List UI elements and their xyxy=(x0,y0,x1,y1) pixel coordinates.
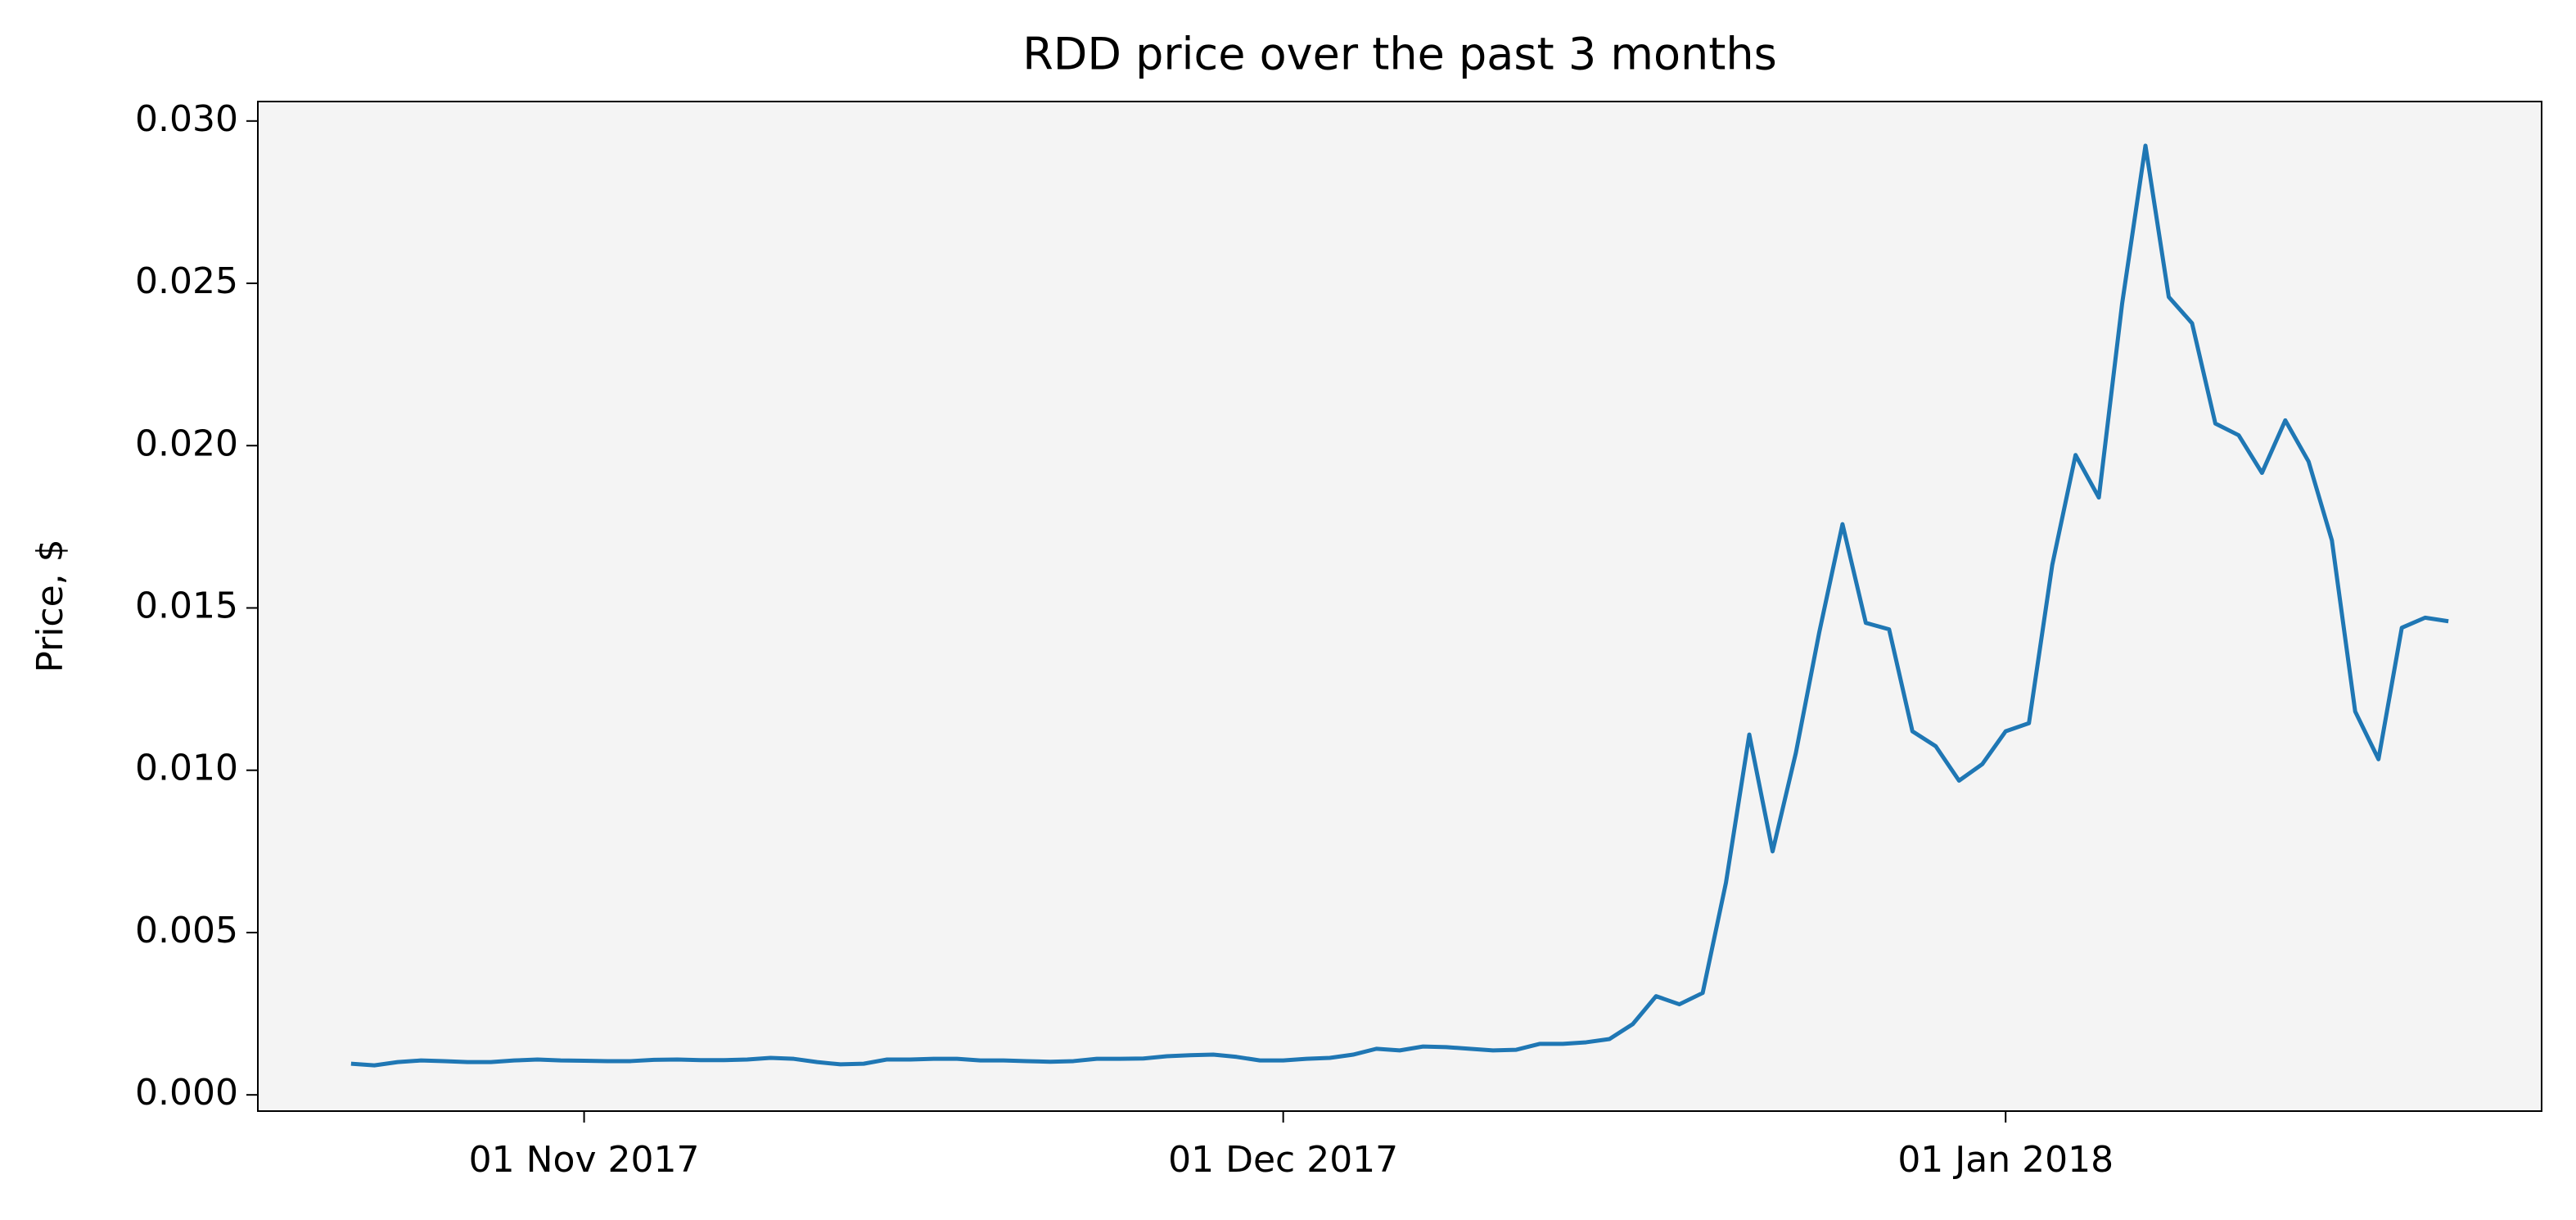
y-tick-label: 0.010 xyxy=(135,748,238,789)
x-tick-label: 01 Dec 2017 xyxy=(1168,1139,1398,1181)
plot-frame xyxy=(257,101,2542,1112)
x-tick-label: 01 Jan 2018 xyxy=(1897,1139,2114,1181)
price-line xyxy=(350,143,2449,1068)
plot-background xyxy=(258,102,2542,1111)
y-tick-label: 0.005 xyxy=(135,910,238,951)
y-tick-label: 0.025 xyxy=(135,260,238,302)
chart-title: RDD price over the past 3 months xyxy=(1022,29,1777,80)
x-tick-label: 01 Nov 2017 xyxy=(469,1139,700,1181)
y-tick-label: 0.020 xyxy=(135,422,238,464)
y-tick-label: 0.015 xyxy=(135,585,238,626)
y-tick-label: 0.030 xyxy=(135,98,238,140)
y-tick-label: 0.000 xyxy=(135,1072,238,1114)
y-axis-label: Price, $ xyxy=(29,539,71,672)
